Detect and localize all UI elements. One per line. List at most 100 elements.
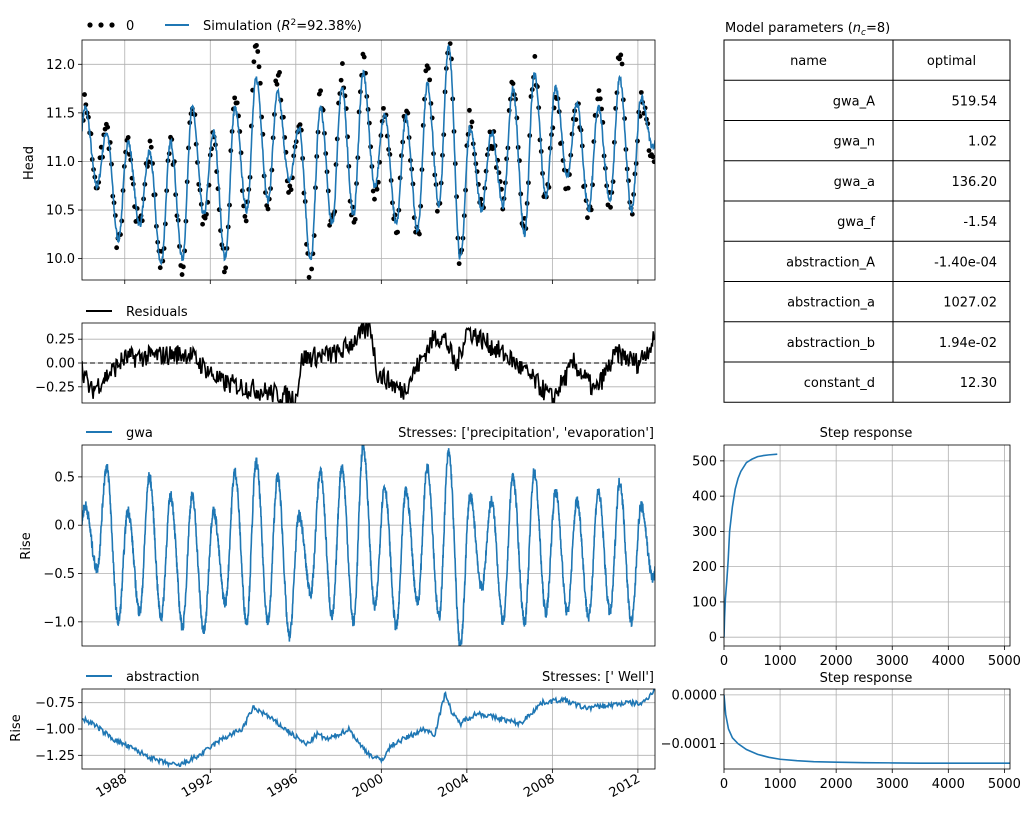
- y-tick-label: 0.25: [46, 333, 75, 348]
- y-tick-label: −1.00: [35, 723, 75, 738]
- observed-point: [456, 261, 462, 267]
- head-legend: 0 Simulation (R2=92.38%): [87, 18, 362, 34]
- observed-legend-marker: [98, 22, 104, 28]
- observed-point: [618, 52, 624, 58]
- residuals-axes: −0.25 0.00 0.25: [35, 322, 656, 404]
- head-y-label: Head: [22, 146, 37, 180]
- head-panel: 0 Simulation (R2=92.38%) Head: [22, 18, 362, 180]
- observed-point: [487, 129, 493, 135]
- observed-point: [114, 245, 120, 251]
- table-cell-optimal: -1.40e-04: [934, 255, 997, 270]
- x-tick-label: 1000: [764, 777, 797, 792]
- table-border: [723, 39, 1011, 403]
- table-cell-optimal: 12.30: [960, 376, 997, 391]
- observed-point: [318, 88, 324, 94]
- observed-point: [125, 135, 131, 140]
- x-tick-label: 2000: [820, 654, 853, 669]
- observed-point: [416, 231, 422, 237]
- table-cell-optimal: 136.20: [952, 175, 998, 190]
- table-cell-name: gwa_n: [833, 135, 875, 150]
- gwa-axes: −1.0 −0.5 0.0 0.5: [43, 444, 656, 647]
- step-response-gwa-panel: Step response: [820, 426, 913, 441]
- step_response_abstraction-axes: 0.0000 −0.0001 0 1000 2000 3000 4000 5000: [661, 688, 1021, 792]
- abstraction-y-label: Rise: [9, 714, 24, 741]
- y-tick-label: −0.5: [43, 567, 75, 582]
- y-tick-label: 11.5: [46, 106, 75, 121]
- y-tick-label: 100: [692, 595, 717, 610]
- observed-point: [148, 144, 154, 150]
- observed-point: [274, 81, 280, 87]
- y-tick-label: 10.0: [46, 252, 75, 267]
- observed-point: [256, 64, 262, 70]
- observed-point: [309, 266, 315, 272]
- x-tick-label: 5000: [988, 654, 1021, 669]
- observed-legend-label: 0: [126, 19, 134, 34]
- observed-point: [105, 124, 111, 130]
- x-tick-label: 1992: [179, 771, 215, 801]
- observed-point: [381, 105, 386, 111]
- observed-point: [221, 269, 227, 275]
- table-cell-optimal: 1.94e-02: [939, 336, 997, 351]
- observed-point: [288, 187, 294, 193]
- y-tick-label: 0.0: [54, 519, 75, 534]
- axes-frame: [723, 688, 1011, 770]
- y-tick-label: 10.5: [46, 204, 75, 219]
- abstraction-line: [82, 689, 655, 769]
- x-tick-label: 1000: [764, 654, 797, 669]
- observed-point: [370, 188, 376, 194]
- observed-point: [338, 77, 344, 83]
- gwa-line: [82, 445, 655, 646]
- y-tick-label: 0: [709, 631, 717, 646]
- table-cell-optimal: -1.54: [963, 215, 997, 230]
- step-response-abstraction-panel: Step response: [820, 671, 913, 686]
- y-tick-label: 400: [692, 490, 717, 505]
- observed-point: [251, 59, 257, 65]
- observed-point: [597, 96, 603, 102]
- observed-point: [242, 213, 248, 219]
- residual-panel: Residuals: [86, 305, 188, 320]
- table-cell-optimal: 1027.02: [943, 296, 997, 311]
- x-tick-label: 2000: [350, 771, 386, 801]
- x-tick-label: 2004: [436, 771, 472, 801]
- observed-legend-marker: [87, 22, 93, 28]
- observed-point: [306, 274, 312, 280]
- x-tick-label: 2012: [607, 771, 643, 801]
- x-tick-label: 1996: [265, 771, 301, 801]
- observed-point: [425, 65, 431, 71]
- observed-point: [257, 80, 263, 86]
- observed-point: [596, 88, 602, 93]
- observed-point: [374, 186, 380, 192]
- x-tick-label: 5000: [988, 777, 1021, 792]
- observed-point: [234, 100, 240, 106]
- plot-layers: 10.010.511.011.512.0−0.250.000.25−1.0−0.…: [35, 29, 1021, 801]
- observed-point: [532, 54, 538, 59]
- y-tick-label: −1.0: [43, 615, 75, 630]
- parameter-table-title: Model parameters (nc=8): [725, 21, 890, 38]
- observed-point: [446, 29, 451, 34]
- observed-point: [617, 56, 622, 62]
- parameter-table-grid: name optimal gwa_A 519.54 gwa_n 1.02 gwa_a 136.…: [723, 39, 1011, 403]
- x-tick-label: 0: [720, 654, 728, 669]
- y-tick-label: 11.0: [46, 155, 75, 170]
- observed-point: [200, 221, 205, 227]
- observed-point: [147, 138, 153, 144]
- observed-point: [651, 159, 655, 165]
- observed-legend-marker: [109, 22, 115, 28]
- y-tick-label: −0.75: [35, 696, 75, 711]
- observed-point: [98, 144, 104, 150]
- abstraction-axes: −1.25 −1.00 −0.75 1988 1992 1996 2000 2004 2008 2…: [35, 688, 656, 801]
- parameter-table: Model parameters (nc=8) name optimal gwa_A…: [723, 21, 1011, 403]
- table-cell-name: gwa_A: [833, 94, 875, 109]
- observed-point: [82, 92, 87, 97]
- y-tick-label: 12.0: [46, 58, 75, 73]
- y-tick-label: 0.00: [46, 357, 75, 372]
- observed-point: [254, 42, 259, 48]
- head-axes: 10.0 10.5 11.0 11.5 12.0: [46, 29, 656, 284]
- observed-point: [202, 215, 208, 221]
- observed-point: [467, 107, 472, 113]
- observed-point: [372, 196, 377, 202]
- x-tick-label: 1988: [94, 771, 130, 801]
- table-cell-name: constant_d: [804, 376, 875, 391]
- gwa-panel: gwa Stresses: ['precipitation', 'evapora…: [19, 426, 654, 560]
- step-response-gwa-title: Step response: [820, 426, 913, 441]
